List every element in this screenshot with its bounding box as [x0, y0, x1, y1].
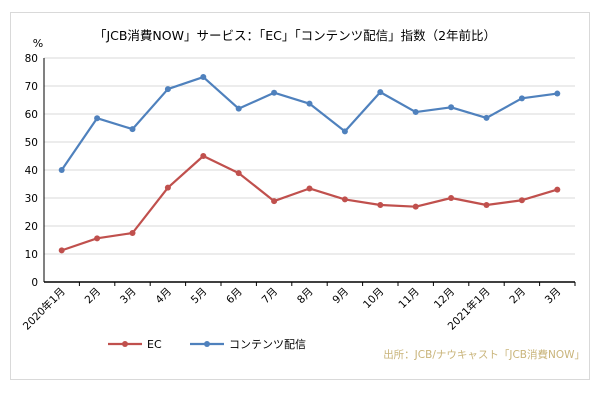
data-point [200, 153, 207, 159]
x-tick-label: 2020年1月 [20, 285, 68, 333]
series-line [60, 75, 558, 171]
data-point [306, 100, 313, 107]
chart-frame [10, 12, 590, 380]
x-tick-label: 7月 [260, 286, 281, 307]
x-tick-label: 3月 [118, 286, 139, 307]
legend-marker [122, 341, 128, 347]
x-tick-label: 4月 [153, 286, 174, 307]
data-point [554, 90, 561, 97]
data-point [271, 89, 278, 96]
y-tick-label: 60 [25, 109, 38, 121]
x-tick-label: 8月 [295, 286, 316, 307]
data-point [164, 184, 171, 191]
y-tick-label: 80 [25, 53, 38, 65]
chart-title: 「JCB消費NOW」サービス：「EC」「コンテンツ配信」指数（2年前比） [94, 28, 496, 43]
y-tick-label: 30 [25, 193, 38, 205]
legend: EC コンテンツ配信 [108, 338, 306, 351]
data-point [448, 104, 455, 111]
data-point [554, 186, 561, 193]
x-tick-label: 11月 [396, 286, 421, 311]
legend-label: EC [147, 338, 162, 351]
legend-item-1: コンテンツ配信 [190, 338, 306, 351]
data-point [58, 167, 65, 173]
x-tick-label: 2月 [507, 286, 528, 307]
y-tick-label: 70 [25, 81, 38, 93]
x-tick-label: 9月 [330, 286, 351, 307]
data-point [235, 105, 242, 112]
y-tick-label: 40 [25, 165, 38, 177]
legend-marker [204, 341, 210, 347]
series-layer [58, 74, 561, 254]
x-tick-label: 10月 [361, 286, 386, 311]
y-tick-label: 10 [25, 249, 38, 261]
grid [44, 57, 575, 255]
x-tick-label: 3月 [543, 286, 564, 307]
data-point [129, 230, 136, 236]
data-point [94, 235, 101, 242]
data-point [58, 247, 65, 254]
x-tick-label: 5月 [189, 286, 210, 307]
y-tick-label: 20 [25, 221, 38, 233]
data-point [448, 195, 455, 201]
y-tick-labels: 0 10 20 30 40 50 60 70 80 [25, 53, 38, 289]
data-point [306, 185, 313, 192]
source-note: 出所：JCB/ナウキャスト「JCB消費NOW」 [383, 348, 585, 361]
x-tick-label: 6月 [224, 286, 245, 307]
x-tick-label: 12月 [432, 286, 457, 311]
data-point [200, 74, 207, 81]
legend-label: コンテンツ配信 [229, 338, 306, 351]
data-point [94, 115, 101, 122]
data-point [483, 114, 490, 121]
data-point [412, 109, 419, 116]
y-tick-label: 0 [31, 277, 38, 289]
data-point [129, 126, 136, 133]
series-1 [58, 74, 561, 173]
data-point [377, 202, 384, 208]
data-point [377, 89, 384, 96]
data-point [412, 203, 419, 210]
data-point [341, 128, 348, 135]
legend-item-0: EC [108, 338, 162, 351]
data-point [518, 95, 525, 102]
data-point [341, 196, 348, 203]
data-point [518, 197, 525, 204]
y-axis-unit: % [33, 37, 43, 50]
data-point [483, 202, 490, 208]
series-0 [58, 153, 561, 254]
y-tick-label: 50 [25, 137, 38, 149]
x-tick-label: 2月 [83, 286, 104, 307]
data-point [164, 86, 171, 93]
data-point [271, 198, 278, 205]
axes [43, 58, 576, 286]
data-point [235, 170, 242, 177]
